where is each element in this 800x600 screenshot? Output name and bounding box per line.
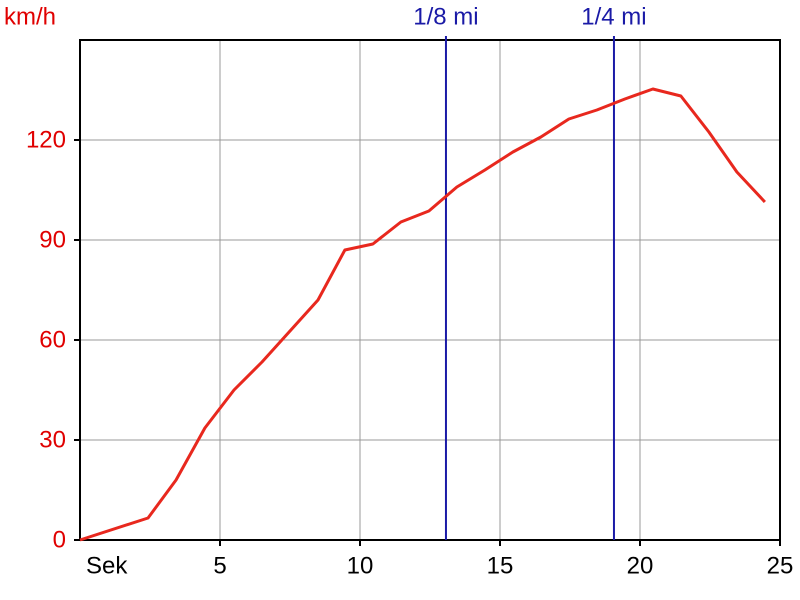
- x-tick-label: 10: [347, 552, 374, 579]
- y-axis-label: km/h: [4, 3, 56, 30]
- x-tick-label: 20: [627, 552, 654, 579]
- speed-line: [79, 87, 766, 542]
- plot-frame: [79, 39, 781, 541]
- y-tick-label: 60: [39, 326, 66, 353]
- x-axis-label: Sek: [86, 552, 128, 579]
- distance-marker-label: 1/8 mi: [413, 3, 478, 30]
- x-tick-label: 25: [767, 552, 794, 579]
- y-tick-label: 30: [39, 426, 66, 453]
- y-tick-label: 120: [26, 126, 66, 153]
- y-tick-label: 90: [39, 226, 66, 253]
- x-tick-label: 5: [213, 552, 226, 579]
- y-tick-label: 0: [53, 526, 66, 553]
- distance-marker-label: 1/4 mi: [581, 3, 646, 30]
- x-tick-label: 15: [487, 552, 514, 579]
